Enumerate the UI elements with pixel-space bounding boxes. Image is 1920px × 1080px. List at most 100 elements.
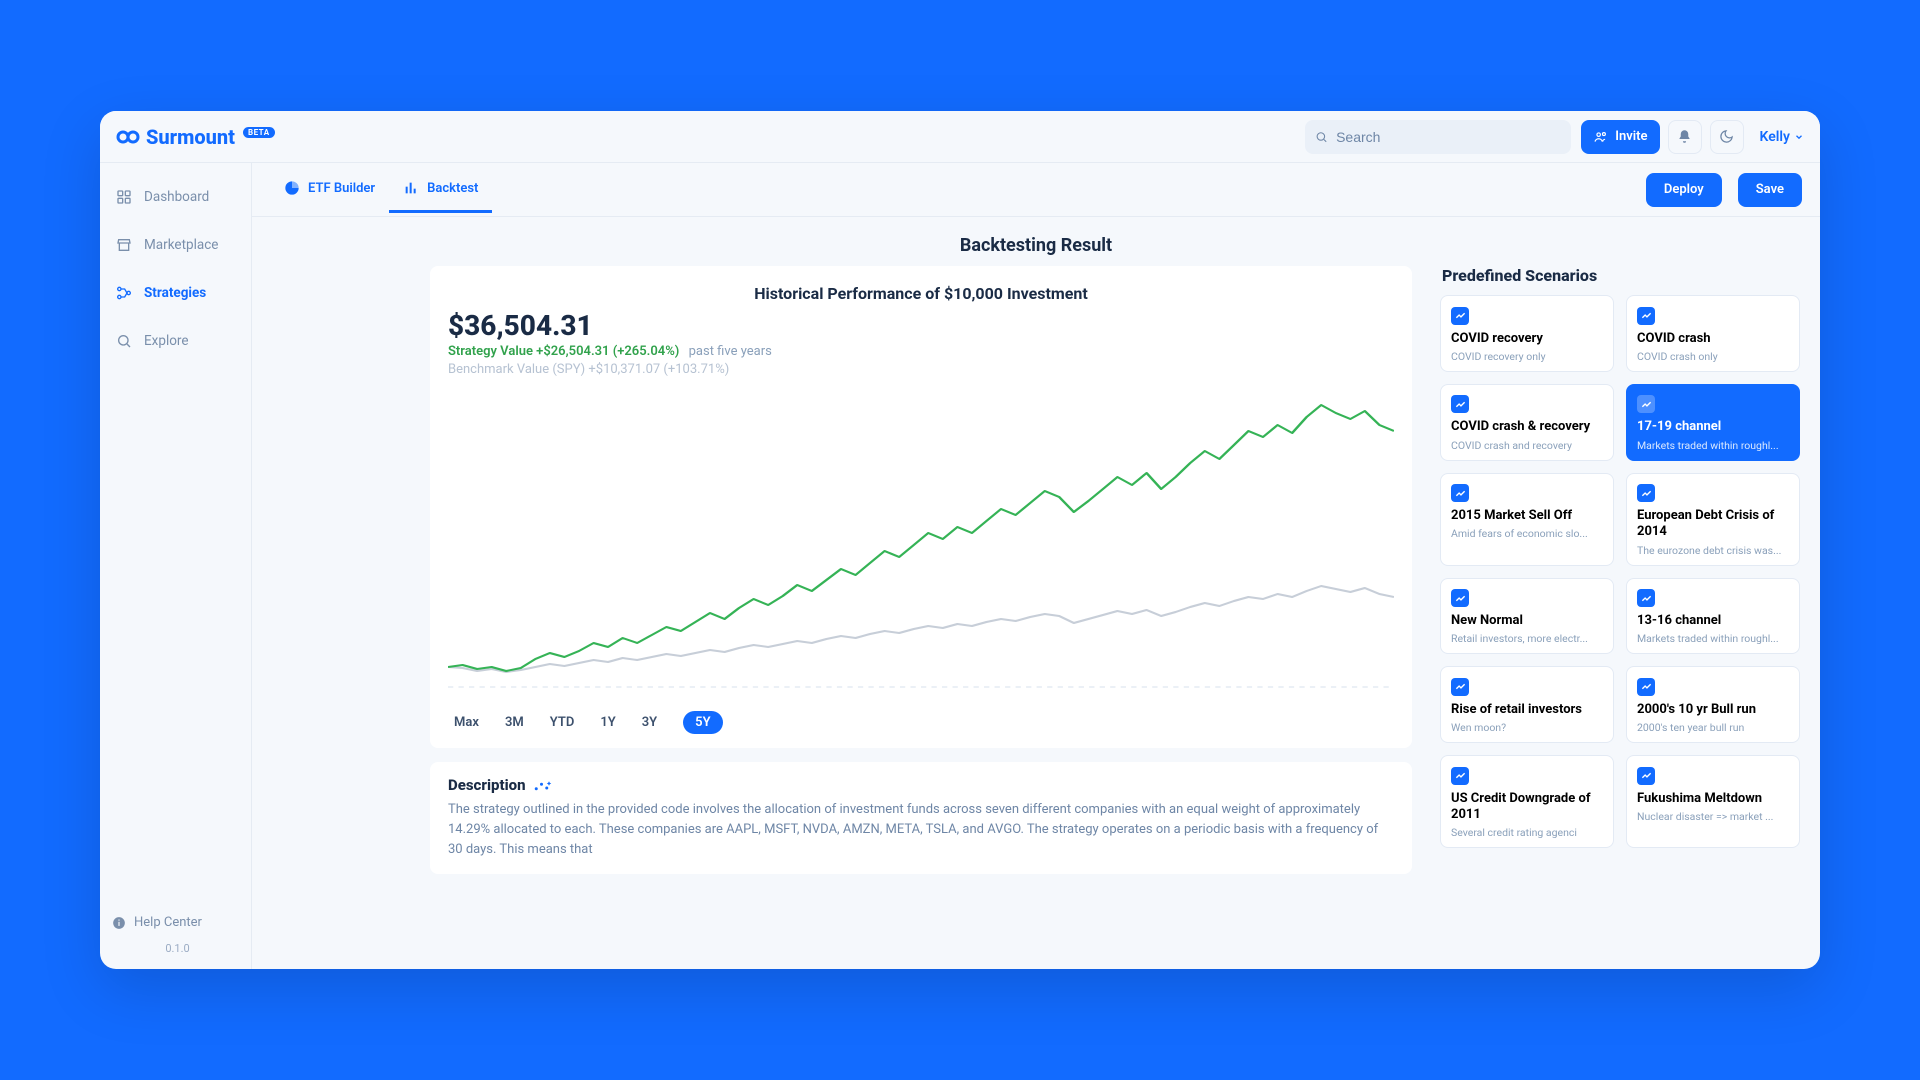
brand-logo[interactable]: Surmount BETA	[116, 125, 275, 149]
page-title: Backtesting Result	[252, 235, 1820, 256]
version-label: 0.1.0	[112, 942, 243, 955]
deploy-button[interactable]: Deploy	[1646, 173, 1722, 207]
sidebar-item-strategies[interactable]: Strategies	[112, 277, 243, 309]
people-icon	[1593, 130, 1609, 144]
user-name: Kelly	[1760, 129, 1790, 145]
sidebar-spacer	[112, 373, 243, 915]
scenario-name: COVID recovery	[1451, 331, 1603, 347]
scenario-name: COVID crash & recovery	[1451, 419, 1603, 435]
range-3y[interactable]: 3Y	[642, 715, 657, 730]
scenario-name: New Normal	[1451, 613, 1603, 629]
scenario-card[interactable]: US Credit Downgrade of 2011 Several cred…	[1440, 755, 1614, 848]
benchmark-summary: Benchmark Value (SPY) +$10,371.07 (+103.…	[448, 362, 1394, 377]
scenario-sub: COVID crash and recovery	[1451, 439, 1603, 452]
help-label: Help Center	[134, 915, 202, 930]
scenario-name: COVID crash	[1637, 331, 1789, 347]
body: Dashboard Marketplace Strategies Explore He…	[100, 163, 1820, 969]
dashboard-icon	[116, 189, 132, 205]
scenario-card[interactable]: COVID crash COVID crash only	[1626, 295, 1800, 372]
search-input[interactable]	[1336, 129, 1561, 145]
moon-icon	[1719, 129, 1734, 144]
notifications-button[interactable]	[1668, 120, 1702, 154]
scenario-name: 2015 Market Sell Off	[1451, 508, 1603, 524]
scenario-card[interactable]: 2015 Market Sell Off Amid fears of econo…	[1440, 473, 1614, 566]
scenario-sub: Markets traded within roughl...	[1637, 632, 1789, 645]
description-card: Description The strategy outlined in the…	[430, 762, 1412, 874]
range-max[interactable]: Max	[454, 715, 479, 730]
trend-icon	[1451, 678, 1469, 696]
save-button[interactable]: Save	[1738, 173, 1802, 207]
logo-icon	[116, 125, 140, 149]
tab-builder[interactable]: ETF Builder	[270, 167, 389, 213]
sidebar-item-label: Marketplace	[144, 237, 218, 253]
app-frame: Surmount BETA Invite Kelly Dashboard Mark…	[100, 111, 1820, 969]
trend-icon	[1637, 767, 1655, 785]
trend-icon	[1637, 678, 1655, 696]
user-menu[interactable]: Kelly	[1760, 129, 1804, 145]
sidebar-item-label: Dashboard	[144, 189, 209, 205]
description-title: Description	[448, 776, 1394, 794]
scenario-sub: Wen moon?	[1451, 721, 1603, 734]
scenario-card[interactable]: COVID recovery COVID recovery only	[1440, 295, 1614, 372]
sidebar-item-explore[interactable]: Explore	[112, 325, 243, 357]
scenario-sub: Markets traded within roughl...	[1637, 439, 1789, 452]
trend-icon	[1451, 395, 1469, 413]
brand-name: Surmount	[146, 125, 235, 149]
search-icon	[1315, 130, 1328, 144]
sidebar-item-marketplace[interactable]: Marketplace	[112, 229, 243, 261]
scenario-name: US Credit Downgrade of 2011	[1451, 791, 1603, 824]
bars-icon	[403, 180, 419, 196]
scenario-card[interactable]: 13-16 channel Markets traded within roug…	[1626, 578, 1800, 655]
help-center-link[interactable]: Help Center	[112, 915, 243, 930]
range-5y[interactable]: 5Y	[683, 711, 722, 734]
chart-card: Historical Performance of $10,000 Invest…	[430, 266, 1412, 748]
scenario-card[interactable]: COVID crash & recovery COVID crash and r…	[1440, 384, 1614, 461]
scenario-card[interactable]: European Debt Crisis of 2014 The eurozon…	[1626, 473, 1800, 566]
benchmark-line	[448, 586, 1394, 672]
invite-button[interactable]: Invite	[1581, 120, 1659, 154]
current-value: $36,504.31	[448, 309, 1394, 342]
scenario-sub: Several credit rating agenci	[1451, 826, 1603, 839]
scenario-sub: Nuclear disaster => market ...	[1637, 810, 1789, 823]
info-icon	[112, 916, 126, 930]
deploy-label: Deploy	[1664, 182, 1704, 197]
search-wrap[interactable]	[1305, 120, 1571, 154]
range-3m[interactable]: 3M	[505, 715, 524, 730]
pie-icon	[284, 180, 300, 196]
scenario-name: Fukushima Meltdown	[1637, 791, 1789, 807]
scenario-name: 13-16 channel	[1637, 613, 1789, 629]
store-icon	[116, 237, 132, 253]
scenario-card[interactable]: 17-19 channel Markets traded within roug…	[1626, 384, 1800, 461]
theme-toggle[interactable]	[1710, 120, 1744, 154]
range-ytd[interactable]: YTD	[550, 715, 575, 730]
beta-badge: BETA	[243, 127, 275, 138]
topbar: Surmount BETA Invite Kelly	[100, 111, 1820, 163]
scenario-card[interactable]: Fukushima Meltdown Nuclear disaster => m…	[1626, 755, 1800, 848]
chart-title: Historical Performance of $10,000 Invest…	[448, 284, 1394, 303]
main: ETF BuilderBacktest Deploy Save Backtest…	[252, 163, 1820, 969]
tab-backtest[interactable]: Backtest	[389, 167, 492, 213]
description-body: The strategy outlined in the provided co…	[448, 800, 1394, 860]
invite-label: Invite	[1615, 129, 1647, 144]
chart-area	[448, 387, 1394, 697]
range-1y[interactable]: 1Y	[600, 715, 615, 730]
scenario-card[interactable]: New Normal Retail investors, more electr…	[1440, 578, 1614, 655]
content-grid: Historical Performance of $10,000 Invest…	[252, 266, 1820, 874]
flow-icon	[116, 285, 132, 301]
trend-icon	[1637, 307, 1655, 325]
strategy-period: past five years	[689, 344, 772, 359]
sub-header: ETF BuilderBacktest Deploy Save	[252, 163, 1820, 217]
scenario-grid: COVID recovery COVID recovery only COVID…	[1440, 295, 1800, 848]
trend-icon	[1637, 395, 1655, 413]
scenario-sub: 2000's ten year bull run	[1637, 721, 1789, 734]
scenario-sub: COVID crash only	[1637, 350, 1789, 363]
description-title-text: Description	[448, 776, 526, 794]
scenario-card[interactable]: 2000's 10 yr Bull run 2000's ten year bu…	[1626, 666, 1800, 743]
trend-icon	[1451, 767, 1469, 785]
col-right: Predefined Scenarios COVID recovery COVI…	[1440, 266, 1800, 874]
scenario-sub: Retail investors, more electr...	[1451, 632, 1603, 645]
scenario-name: Rise of retail investors	[1451, 702, 1603, 718]
strategy-value-text: Strategy Value +$26,504.31 (+265.04%)	[448, 344, 679, 359]
sidebar-item-dashboard[interactable]: Dashboard	[112, 181, 243, 213]
scenario-card[interactable]: Rise of retail investors Wen moon?	[1440, 666, 1614, 743]
